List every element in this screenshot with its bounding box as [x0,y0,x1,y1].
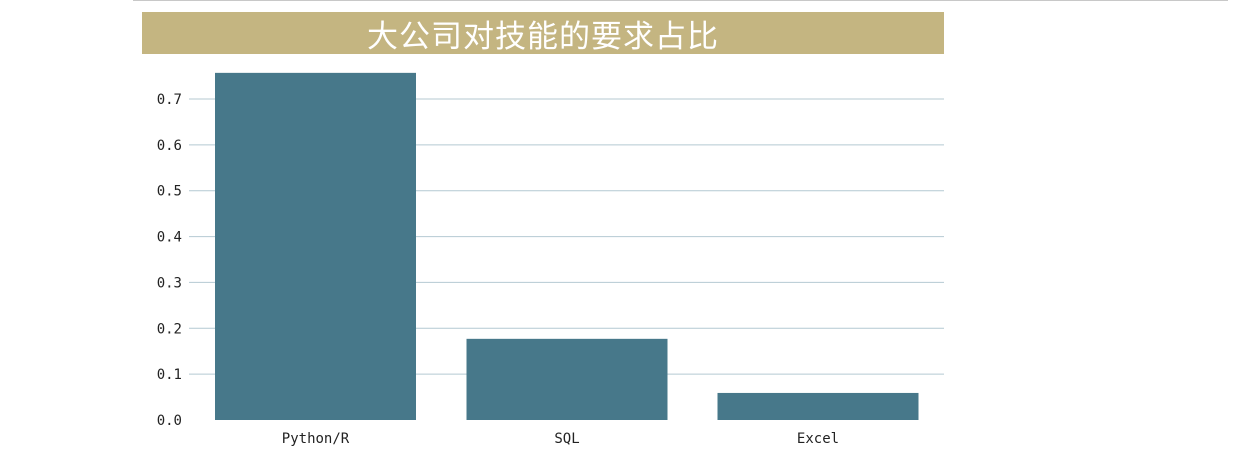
y-tick-label: 0.4 [157,230,182,246]
bar-excel [717,392,919,420]
bars [215,72,919,421]
bar-sql [466,338,668,420]
chart-title: 大公司对技能的要求占比 [367,18,719,55]
y-tick-label: 0.5 [157,184,182,200]
y-tick-label: 0.0 [157,413,182,429]
y-tick-label: 0.7 [157,92,182,108]
x-tick-label: Excel [797,431,839,447]
x-axis-ticks: Python/R SQL Excel [282,431,839,447]
chart-title-band: 大公司对技能的要求占比 [142,12,944,55]
y-tick-label: 0.1 [157,367,182,383]
y-tick-label: 0.2 [157,321,182,337]
x-tick-label: SQL [554,431,579,447]
bar-python-r [215,72,416,421]
y-tick-label: 0.3 [157,275,182,291]
x-tick-label: Python/R [282,431,350,447]
y-axis-ticks: 0.0 0.1 0.2 0.3 0.4 0.5 0.6 0.7 [157,92,182,429]
y-tick-label: 0.6 [157,138,182,154]
top-divider-line [133,0,1228,1]
